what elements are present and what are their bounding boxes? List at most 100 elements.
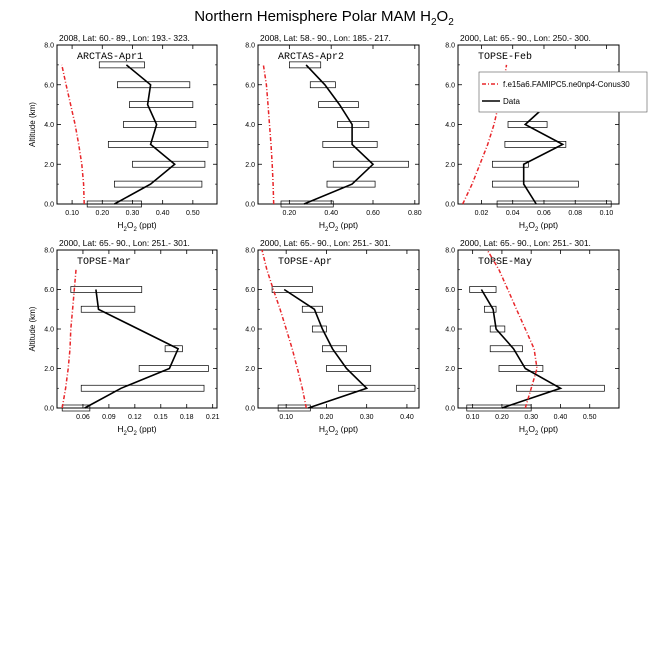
y-tick-label: 4.0 <box>245 327 255 334</box>
x-tick-label: 0.18 <box>180 414 194 421</box>
obs-range-box <box>498 365 544 372</box>
obs-range-box <box>98 61 145 69</box>
x-tick-label: 0.06 <box>537 210 551 217</box>
y-tick-label: 8.0 <box>44 248 54 255</box>
y-tick-label: 6.0 <box>44 287 54 294</box>
y-tick-label: 2.0 <box>245 162 255 169</box>
panel-name: ARCTAS-Apr2 <box>278 52 344 63</box>
panel-arctas-apr1: 2008, Lat: 60.- 89., Lon: 193.- 323. 0.0 2… <box>28 33 218 233</box>
obs-range-box <box>70 286 143 293</box>
panel-name: TOPSE-May <box>478 257 532 268</box>
y-tick-label: 8.0 <box>445 248 455 255</box>
x-axis-label: H2O2 (ppt) <box>319 220 358 233</box>
plot-frame <box>257 249 420 409</box>
obs-range-box <box>326 180 376 188</box>
y-tick-label: 4.0 <box>245 122 255 129</box>
x-tick-label: 0.15 <box>154 414 168 421</box>
x-tick-label: 0.06 <box>76 414 90 421</box>
x-axis-label: H2O2 (ppt) <box>117 220 156 233</box>
x-tick-label: 0.10 <box>65 210 79 217</box>
x-tick-label: 0.80 <box>408 210 422 217</box>
obs-range-box <box>61 404 91 412</box>
y-tick-label: 0.0 <box>245 202 255 209</box>
legend-obs-label: Data <box>503 97 520 106</box>
x-tick-label: 0.20 <box>495 414 509 421</box>
plot-frame <box>457 249 620 409</box>
obs-range-box <box>280 200 334 208</box>
panel-topse-mar: 2000, Lat: 65.- 90., Lon: 251.- 301. 0.0 2… <box>28 238 220 437</box>
y-tick-label: 0.0 <box>245 406 255 413</box>
y-tick-label: 6.0 <box>245 287 255 294</box>
x-axis-label: H2O2 (ppt) <box>117 424 156 437</box>
obs-range-box <box>123 121 197 128</box>
obs-range-box <box>492 160 529 168</box>
x-tick-label: 0.50 <box>583 414 597 421</box>
legend-model-label: f.e15a6.FAMIPC5.ne0np4-Conus30 <box>503 80 630 89</box>
y-tick-label: 4.0 <box>44 327 54 334</box>
x-tick-label: 0.30 <box>360 414 374 421</box>
y-tick-label: 6.0 <box>445 82 455 89</box>
panel-topse-apr: 2000, Lat: 65.- 90., Lon: 251.- 301. 0.0 2… <box>245 238 420 437</box>
panel-header: 2000, Lat: 65.- 90., Lon: 251.- 301. <box>460 238 591 248</box>
obs-range-box <box>337 121 370 128</box>
y-tick-label: 6.0 <box>44 82 54 89</box>
y-tick-label: 6.0 <box>445 287 455 294</box>
obs-range-box <box>311 325 327 333</box>
y-tick-label: 8.0 <box>245 248 255 255</box>
obs-range-box <box>504 141 567 148</box>
x-tick-label: 0.20 <box>95 210 109 217</box>
y-tick-label: 6.0 <box>245 82 255 89</box>
y-tick-label: 0.0 <box>44 406 54 413</box>
panel-name: TOPSE-Mar <box>77 257 131 268</box>
obs-range-box <box>483 305 497 313</box>
plot-frame <box>56 44 218 205</box>
y-axis-label: Altitude (km) <box>28 102 37 147</box>
obs-range-box <box>117 81 191 89</box>
panel-header: 2008, Lat: 58.- 90., Lon: 185.- 217. <box>260 33 391 43</box>
y-tick-label: 4.0 <box>445 327 455 334</box>
panel-name: TOPSE-Feb <box>478 51 532 63</box>
y-tick-label: 8.0 <box>445 43 455 50</box>
x-tick-label: 0.04 <box>506 210 520 217</box>
obs-range-box <box>516 384 605 392</box>
x-tick-label: 0.08 <box>568 210 582 217</box>
x-tick-label: 0.40 <box>156 210 170 217</box>
x-tick-label: 0.50 <box>186 210 200 217</box>
obs-line <box>480 289 563 409</box>
obs-range-box <box>289 61 322 69</box>
x-tick-label: 0.10 <box>279 414 293 421</box>
panel-header: 2000, Lat: 65.- 90., Lon: 251.- 301. <box>59 238 190 248</box>
model-line <box>261 249 308 409</box>
obs-range-box <box>301 305 323 313</box>
obs-range-box <box>338 384 416 392</box>
obs-range-box <box>138 365 209 372</box>
y-tick-label: 2.0 <box>445 366 455 373</box>
y-tick-label: 0.0 <box>44 202 54 209</box>
panel-name: TOPSE-Apr <box>278 257 332 268</box>
x-tick-label: 0.60 <box>366 210 380 217</box>
panel-topse-may: 2000, Lat: 65.- 90., Lon: 251.- 301. 0.0 2… <box>445 238 620 437</box>
y-tick-label: 2.0 <box>245 366 255 373</box>
x-axis-label: H2O2 (ppt) <box>319 424 358 437</box>
obs-range-box <box>129 101 194 108</box>
obs-range-box <box>489 345 523 353</box>
plot-frame <box>457 44 620 205</box>
obs-line <box>283 288 369 409</box>
x-tick-label: 0.10 <box>466 414 480 421</box>
obs-range-box <box>132 160 206 168</box>
panel-header: 2000, Lat: 65.- 90., Lon: 250.- 300. <box>460 33 591 43</box>
obs-range-box <box>107 141 209 148</box>
x-tick-label: 0.30 <box>524 414 538 421</box>
obs-range-box <box>114 180 203 188</box>
x-axis-label: H2O2 (ppt) <box>519 424 558 437</box>
x-tick-label: 0.30 <box>126 210 140 217</box>
y-tick-label: 8.0 <box>245 43 255 50</box>
y-tick-label: 4.0 <box>44 122 54 129</box>
y-tick-label: 2.0 <box>44 366 54 373</box>
y-tick-label: 4.0 <box>445 122 455 129</box>
obs-range-box <box>322 141 378 148</box>
x-tick-label: 0.10 <box>600 210 614 217</box>
panel-name: ARCTAS-Apr1 <box>77 52 143 63</box>
plot-frame <box>257 44 420 205</box>
